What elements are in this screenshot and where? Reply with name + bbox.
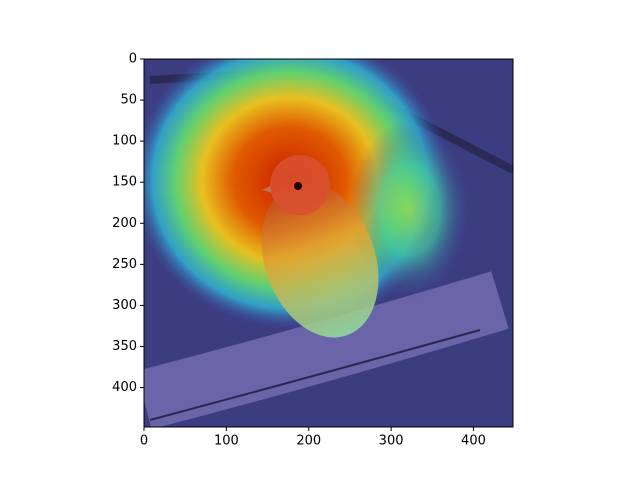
y-tick-label: 0: [129, 52, 137, 67]
y-tick-label: 50: [120, 93, 137, 108]
x-tick-label: 0: [140, 434, 148, 449]
y-tick-label: 150: [112, 175, 137, 190]
heatmap-image: [144, 59, 513, 427]
x-tick-label: 300: [379, 434, 404, 449]
y-tick-label: 250: [112, 257, 137, 272]
y-tick-label: 300: [112, 298, 137, 313]
x-tick-label: 400: [461, 434, 486, 449]
x-tick-label: 200: [296, 434, 321, 449]
x-tick-label: 100: [214, 434, 239, 449]
y-tick-label: 200: [112, 216, 137, 231]
y-tick-label: 350: [112, 339, 137, 354]
y-tick-label: 100: [112, 134, 137, 149]
y-tick-label: 400: [112, 380, 137, 395]
axes-frame: [143, 58, 514, 428]
